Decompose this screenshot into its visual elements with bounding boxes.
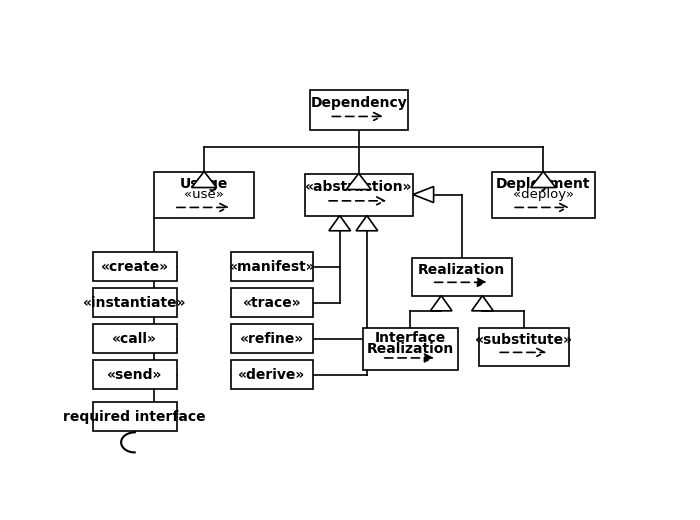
Text: «use»: «use» — [184, 188, 224, 201]
Text: «manifest»: «manifest» — [229, 259, 315, 274]
Text: «send»: «send» — [107, 368, 162, 382]
Bar — [304, 174, 413, 216]
Polygon shape — [430, 296, 452, 311]
Text: Deployment: Deployment — [496, 177, 591, 191]
Text: Interface: Interface — [374, 331, 446, 345]
Text: «refine»: «refine» — [240, 332, 304, 346]
Bar — [231, 288, 313, 317]
Text: Realization: Realization — [418, 263, 505, 277]
Bar — [363, 328, 458, 370]
Bar — [92, 324, 176, 353]
Text: «abstraction»: «abstraction» — [305, 180, 412, 194]
Polygon shape — [346, 174, 371, 189]
Bar — [92, 360, 176, 389]
Bar — [412, 257, 512, 296]
Text: «trace»: «trace» — [243, 296, 301, 309]
Text: Realization: Realization — [367, 342, 454, 356]
Bar — [92, 252, 176, 281]
Bar — [480, 328, 569, 366]
Polygon shape — [356, 216, 378, 231]
Text: «call»: «call» — [112, 332, 157, 346]
Bar — [92, 402, 176, 431]
Polygon shape — [413, 187, 433, 202]
Polygon shape — [329, 216, 351, 231]
Text: «derive»: «derive» — [238, 368, 306, 382]
Polygon shape — [531, 172, 556, 188]
Polygon shape — [472, 296, 493, 311]
Text: «substitute»: «substitute» — [475, 333, 573, 347]
Bar — [154, 172, 254, 217]
Bar — [310, 90, 407, 131]
Bar — [231, 360, 313, 389]
Text: Dependency: Dependency — [310, 96, 407, 110]
Bar — [231, 324, 313, 353]
Text: required interface: required interface — [64, 410, 206, 424]
Text: Usage: Usage — [180, 177, 228, 191]
Bar — [92, 288, 176, 317]
Text: «deploy»: «deploy» — [512, 188, 574, 201]
Bar — [231, 252, 313, 281]
Text: «instantiate»: «instantiate» — [83, 296, 186, 309]
Bar — [491, 172, 595, 217]
Polygon shape — [192, 172, 216, 188]
Text: «create»: «create» — [101, 259, 169, 274]
